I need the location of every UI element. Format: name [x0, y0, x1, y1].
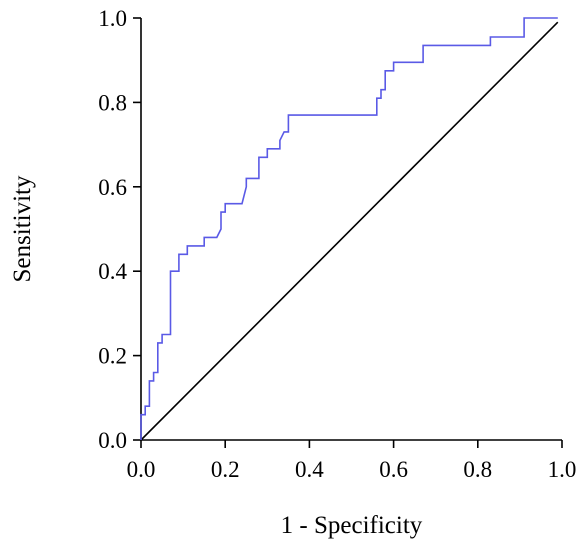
x-axis-title: 1 - Specificity — [281, 512, 423, 539]
plot-area — [140, 17, 559, 441]
x-tick-label: 0.0 — [127, 457, 156, 482]
y-tick-label: 0.2 — [98, 344, 127, 369]
y-tick-label: 0.6 — [98, 175, 127, 200]
y-tick-label: 0.4 — [98, 259, 127, 284]
x-tick-label: 0.4 — [295, 457, 324, 482]
x-tick-label: 1.0 — [548, 457, 577, 482]
x-ticks: 0.0 0.2 0.4 0.6 0.8 1.0 — [127, 440, 577, 482]
x-tick-label: 0.8 — [463, 457, 492, 482]
y-ticks: 0.0 0.2 0.4 0.6 0.8 1.0 — [98, 6, 141, 453]
y-axis-title: Sensitivity — [9, 175, 36, 282]
x-tick-label: 0.2 — [211, 457, 240, 482]
roc-curve-line — [140, 17, 558, 440]
y-tick-label: 0.8 — [98, 90, 127, 115]
axes — [140, 18, 562, 441]
y-tick-label: 1.0 — [98, 6, 127, 31]
y-tick-label: 0.0 — [98, 428, 127, 453]
x-tick-label: 0.6 — [379, 457, 408, 482]
reference-diagonal-line — [140, 21, 559, 441]
